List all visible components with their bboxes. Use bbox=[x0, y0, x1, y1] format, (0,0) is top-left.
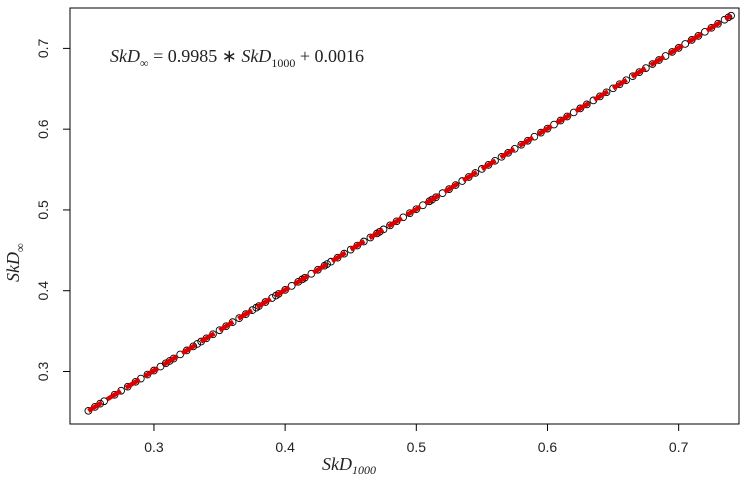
y-tick-label: 0.5 bbox=[35, 200, 51, 220]
equation-rhs: SkD bbox=[241, 46, 271, 66]
regression-equation: SkD∞ = 0.9985 ∗ SkD1000 + 0.0016 bbox=[110, 46, 364, 70]
y-axis-title-subscript: ∞ bbox=[13, 243, 27, 252]
x-tick-label: 0.5 bbox=[407, 439, 427, 455]
equation-lhs-subscript: ∞ bbox=[140, 56, 149, 70]
equation-rhs-subscript: 1000 bbox=[271, 56, 295, 70]
y-axis: 0.3 0.4 0.5 0.6 0.7 bbox=[35, 38, 70, 381]
plot-frame bbox=[69, 7, 740, 425]
y-tick-label: 0.3 bbox=[35, 362, 51, 382]
y-axis-title-main: SkD bbox=[3, 252, 23, 282]
x-axis: 0.3 0.4 0.5 0.6 0.7 bbox=[144, 424, 689, 455]
x-tick-label: 0.3 bbox=[144, 439, 164, 455]
y-axis-title: SkD∞ bbox=[3, 243, 27, 282]
y-tick-label: 0.6 bbox=[35, 119, 51, 139]
x-axis-title: SkD1000 bbox=[322, 454, 376, 477]
equation-coefficient: 0.9985 bbox=[168, 46, 218, 66]
equation-equals: = bbox=[149, 46, 168, 66]
x-tick-label: 0.6 bbox=[538, 439, 558, 455]
y-tick-label: 0.7 bbox=[35, 38, 51, 58]
x-tick-label: 0.7 bbox=[669, 439, 689, 455]
equation-lhs: SkD bbox=[110, 46, 140, 66]
x-tick-label: 0.4 bbox=[275, 439, 295, 455]
fit-line bbox=[87, 13, 733, 413]
equation-intercept: 0.0016 bbox=[314, 46, 364, 66]
x-axis-title-main: SkD bbox=[322, 454, 352, 474]
equation-times: ∗ bbox=[217, 46, 241, 66]
x-axis-title-subscript: 1000 bbox=[352, 463, 376, 477]
y-tick-label: 0.4 bbox=[35, 281, 51, 301]
equation-plus: + bbox=[295, 46, 314, 66]
